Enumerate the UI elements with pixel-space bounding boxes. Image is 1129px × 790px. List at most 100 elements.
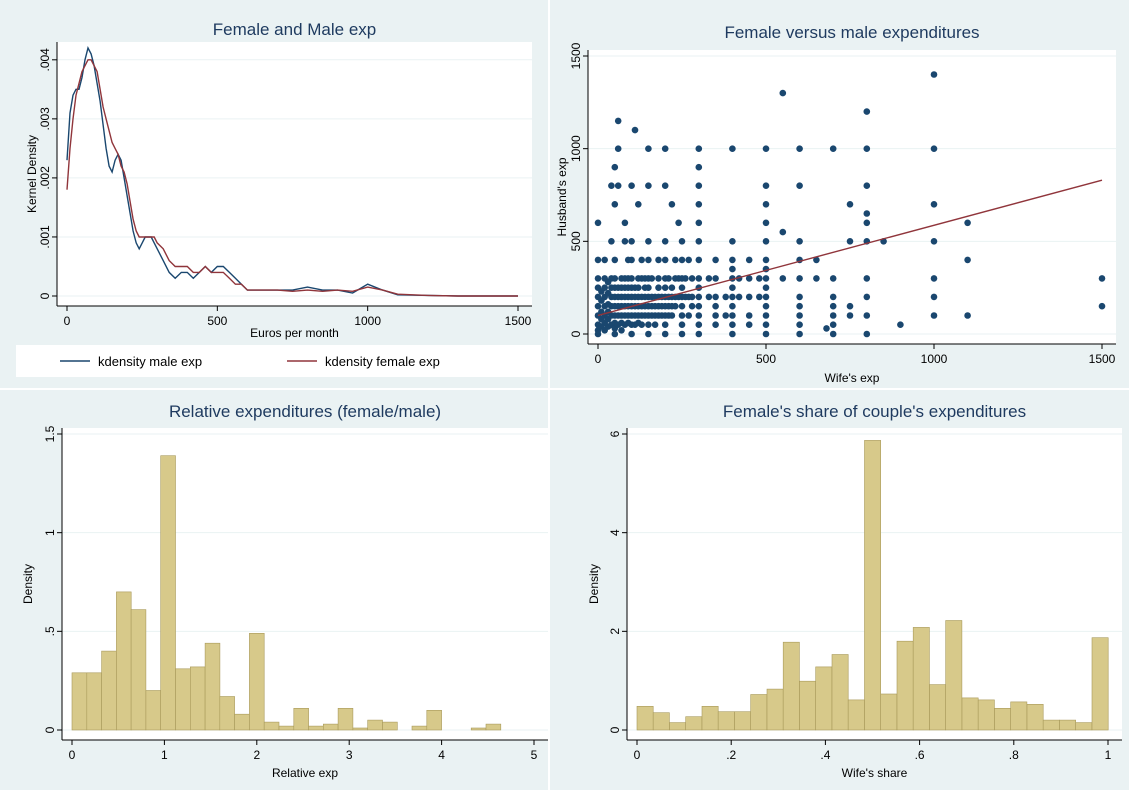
histogram-bar xyxy=(130,609,147,731)
x-tick-label: 500 xyxy=(756,352,776,366)
x-tick-label: .8 xyxy=(1009,748,1019,762)
scatter-point xyxy=(678,330,686,338)
y-tick-label: 6 xyxy=(608,430,622,437)
histogram-bar xyxy=(831,654,849,731)
histogram-bar xyxy=(219,696,235,731)
scatter-point xyxy=(796,330,803,338)
scatter-point xyxy=(762,321,770,329)
x-axis-label: Euros per month xyxy=(250,326,339,340)
scatter-point xyxy=(829,293,837,301)
y-tick-label: .5 xyxy=(43,626,57,636)
scatter-point xyxy=(762,312,770,319)
scatter-point xyxy=(631,126,639,134)
histogram-bar xyxy=(101,650,117,731)
scatter-point xyxy=(688,275,696,282)
histogram-bar xyxy=(86,672,102,731)
histogram-bar xyxy=(470,727,487,731)
scatter-point xyxy=(930,145,938,152)
scatter-point xyxy=(863,275,871,282)
histogram-bar xyxy=(263,721,280,731)
scatter-point xyxy=(823,325,830,332)
histogram-bar xyxy=(234,713,250,731)
histogram-bar xyxy=(426,709,442,731)
scatter-point xyxy=(745,321,753,329)
scatter-point xyxy=(611,275,619,282)
scatter-point xyxy=(705,275,713,282)
y-tick-label: 0 xyxy=(569,330,583,337)
scatter-point xyxy=(829,145,837,152)
x-tick-label: .2 xyxy=(726,748,736,762)
histogram-bar xyxy=(1010,701,1028,731)
scatter-point xyxy=(628,256,635,264)
scatter-point xyxy=(695,238,703,245)
scatter-point xyxy=(705,293,713,301)
scatter-point xyxy=(661,321,669,329)
chart-panel-1: 0 .001 .002 .003 .004 0 500 1000 1500 Female and … xyxy=(0,0,548,388)
scatter-point xyxy=(722,293,729,301)
histogram-bar xyxy=(847,699,865,731)
scatter-point xyxy=(648,275,656,282)
scatter-point xyxy=(762,256,770,264)
plot-area xyxy=(57,42,532,306)
scatter-point xyxy=(695,145,703,152)
scatter-point xyxy=(762,275,770,282)
scatter-point xyxy=(594,256,602,264)
x-tick-label: 5 xyxy=(531,748,538,762)
scatter-point xyxy=(661,330,669,338)
x-axis-label: Relative exp xyxy=(272,766,338,780)
scatter-point xyxy=(722,312,729,319)
scatter-point xyxy=(863,312,871,319)
x-tick-label: 0 xyxy=(64,314,71,328)
scatter-point xyxy=(930,201,938,208)
x-tick-label: 1500 xyxy=(505,314,532,328)
scatter-point xyxy=(930,71,938,78)
y-axis-label: Density xyxy=(587,564,601,604)
histogram-bar xyxy=(1075,722,1093,731)
legend-label: kdensity male exp xyxy=(98,354,202,369)
scatter-point xyxy=(672,256,679,264)
scatter-point xyxy=(756,293,763,301)
histogram-bar xyxy=(994,707,1012,731)
histogram-bar xyxy=(1059,719,1077,731)
scatter-point xyxy=(762,182,770,189)
scatter-point xyxy=(668,312,676,319)
scatter-point xyxy=(863,219,871,227)
scatter-point xyxy=(628,275,635,282)
x-tick-label: 3 xyxy=(346,748,353,762)
histogram-bar xyxy=(1042,719,1060,731)
scatter-point xyxy=(729,321,736,329)
scatter-point xyxy=(863,145,871,152)
histogram-bar xyxy=(799,680,817,731)
histogram-bar xyxy=(961,697,979,731)
scatter-point xyxy=(735,293,743,301)
scatter-point xyxy=(762,238,770,245)
legend-box xyxy=(16,345,541,377)
scatter-point xyxy=(729,330,736,338)
scatter-point xyxy=(695,219,703,227)
scatter-point xyxy=(678,312,686,319)
scatter-point xyxy=(930,312,938,319)
scatter-point xyxy=(601,256,608,264)
histogram-bar xyxy=(766,688,784,731)
chart-title: Female's share of couple's expenditures xyxy=(723,402,1026,421)
scatter-point xyxy=(695,312,703,319)
scatter-point xyxy=(756,275,763,282)
scatter-point xyxy=(621,219,629,227)
histogram-bar xyxy=(1026,703,1044,731)
histogram-bar xyxy=(204,642,221,731)
chart-panel-3: 0 .5 1 1.5 0 1 2 3 4 5 Relative expenditures (fema… xyxy=(0,390,548,790)
y-tick-label: 4 xyxy=(608,529,622,536)
scatter-point xyxy=(678,302,686,310)
scatter-point xyxy=(729,293,736,301)
scatter-point xyxy=(645,256,652,264)
y-tick-label: .001 xyxy=(38,225,52,249)
scatter-point xyxy=(685,256,692,264)
x-tick-label: 500 xyxy=(207,314,227,328)
histogram-bar xyxy=(322,723,339,731)
scatter-point xyxy=(628,182,635,189)
histogram-bar xyxy=(1091,637,1109,731)
scatter-point xyxy=(655,256,662,264)
series-line-2 xyxy=(66,59,518,297)
scatter-point xyxy=(695,256,703,264)
